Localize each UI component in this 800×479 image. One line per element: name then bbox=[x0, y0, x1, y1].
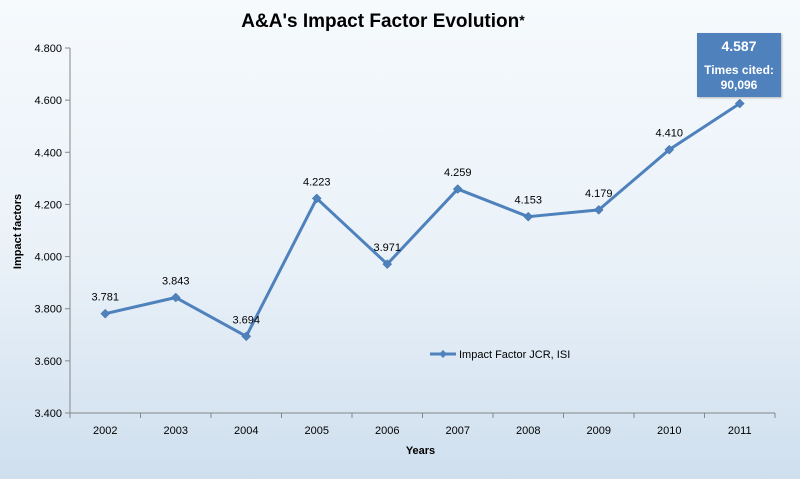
data-label: 4.223 bbox=[303, 176, 331, 188]
callout-annotation: 4.587 Times cited: 90,096 bbox=[697, 33, 781, 97]
series-line bbox=[104, 102, 741, 338]
x-tick-label: 2010 bbox=[657, 425, 681, 437]
y-tick-label: 4.600 bbox=[34, 95, 62, 107]
y-axis-title: Impact factors bbox=[12, 194, 24, 269]
data-label: 4.259 bbox=[444, 167, 472, 179]
x-tick-label: 2004 bbox=[234, 425, 258, 437]
y-tick-label: 4.000 bbox=[34, 252, 62, 264]
data-point bbox=[241, 331, 252, 342]
data-point bbox=[382, 259, 393, 269]
y-tick-label: 3.400 bbox=[34, 408, 62, 420]
chart-title: A&A's Impact Factor Evolution* bbox=[241, 11, 525, 32]
data-point bbox=[311, 193, 322, 204]
data-label: 4.179 bbox=[585, 188, 613, 200]
callout-value: 4.587 bbox=[721, 38, 757, 54]
data-point bbox=[593, 205, 604, 215]
x-tick-label: 2005 bbox=[305, 425, 329, 437]
callout-label: Times cited: bbox=[704, 63, 774, 77]
x-tick-label: 2011 bbox=[728, 425, 752, 437]
data-point bbox=[170, 292, 181, 303]
data-label: 3.843 bbox=[162, 276, 190, 288]
x-tick-label: 2002 bbox=[93, 425, 117, 437]
chart-title-text: A&A's Impact Factor Evolution bbox=[241, 11, 519, 32]
y-tick-label: 3.800 bbox=[34, 304, 62, 316]
x-axis-title: Years bbox=[406, 445, 435, 457]
legend-marker bbox=[439, 350, 447, 358]
x-tick-label: 2009 bbox=[587, 425, 611, 437]
x-tick-label: 2008 bbox=[516, 425, 540, 437]
y-tick-label: 4.200 bbox=[34, 199, 62, 211]
data-label: 3.971 bbox=[373, 242, 401, 254]
x-tick-label: 2007 bbox=[446, 425, 470, 437]
data-point bbox=[523, 211, 534, 222]
legend-label: Impact Factor JCR, ISI bbox=[459, 349, 570, 361]
y-tick-label: 4.400 bbox=[34, 147, 62, 159]
data-label: 3.694 bbox=[232, 314, 260, 326]
data-label: 4.410 bbox=[655, 128, 683, 140]
data-point bbox=[100, 308, 111, 319]
data-point bbox=[452, 184, 463, 194]
x-tick-label: 2003 bbox=[164, 425, 188, 437]
x-tick-label: 2006 bbox=[375, 425, 399, 437]
data-point bbox=[734, 98, 745, 109]
data-label: 4.153 bbox=[514, 195, 542, 207]
data-point bbox=[664, 144, 675, 155]
chart-title-mark: * bbox=[519, 12, 525, 28]
data-label: 3.781 bbox=[91, 292, 119, 304]
y-tick-label: 4.800 bbox=[34, 43, 62, 55]
y-tick-label: 3.600 bbox=[34, 356, 62, 368]
callout-count: 90,096 bbox=[720, 78, 758, 92]
